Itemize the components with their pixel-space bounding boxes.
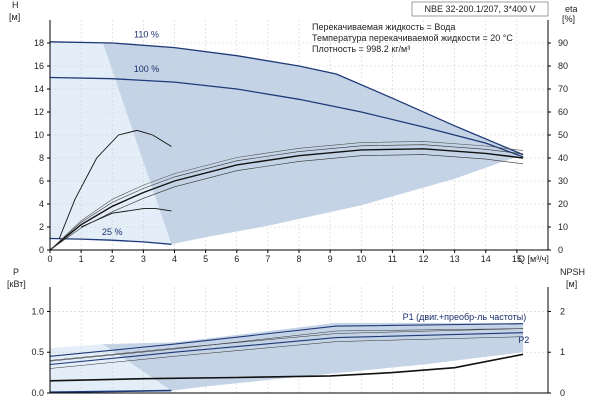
y2-tick-label: 30 — [558, 176, 568, 186]
x-tick-label: 3 — [141, 254, 146, 264]
series-line — [49, 353, 524, 382]
y2-tick-label: 50 — [558, 130, 568, 140]
y2-tick-label: 40 — [558, 153, 568, 163]
npsh-tick-label: 2 — [560, 306, 565, 316]
y2-tick-label: 20 — [558, 199, 568, 209]
y-tick-label: 8 — [39, 153, 44, 163]
y-axis-unit: [м] — [9, 12, 20, 22]
info-line-3: Плотность = 998.2 кг/м³ — [312, 44, 410, 54]
x-tick-label: 2 — [110, 254, 115, 264]
x-tick-label: 11 — [388, 254, 397, 264]
x-axis-title: Q [м³/ч] — [518, 254, 549, 264]
power-variant-line — [49, 328, 524, 362]
series-line — [49, 148, 524, 251]
npsh-axis-title: NPSH — [560, 267, 585, 277]
top-series-group: 110 % 100 % 25 % — [49, 29, 524, 251]
y-tick-label: 18 — [34, 38, 44, 48]
bottom-axes: 0.0 0.5 1.0 0 1 2 — [31, 287, 565, 398]
x-tick-label: 4 — [172, 254, 177, 264]
p-tick-label: 0.5 — [31, 347, 44, 357]
x-tick-label: 9 — [328, 254, 333, 264]
title-box — [411, 1, 549, 17]
series-line — [49, 332, 524, 366]
npsh-axis-unit: [м] — [566, 279, 577, 289]
chart-title: NBE 32-200.1/207, 3*400 V — [424, 4, 535, 14]
x-tick-label: 13 — [450, 254, 460, 264]
y2-tick-label: 90 — [558, 38, 568, 48]
p-axis-unit: [кВт] — [7, 279, 26, 289]
curve-label: 110 % — [134, 29, 159, 39]
y2-tick-label: 80 — [558, 61, 568, 71]
y-tick-label: 14 — [34, 84, 44, 94]
operating-area — [102, 322, 524, 391]
series-line — [49, 41, 524, 156]
npsh-tick-label: 0 — [560, 388, 565, 398]
curve-label: 25 % — [102, 227, 123, 237]
y-tick-label: 16 — [34, 61, 44, 71]
x-tick-label: 14 — [481, 254, 491, 264]
bottom-series-group: P1 (двиг.+преобр-ль частоты) P2 — [49, 312, 529, 393]
y-axis-title: H — [12, 0, 19, 10]
efficiency-variant-line — [49, 141, 524, 251]
curve-label: 100 % — [134, 64, 160, 74]
x-tick-label: 1 — [79, 254, 84, 264]
p2-label: P2 — [518, 335, 529, 345]
x-tick-label: 0 — [47, 254, 52, 264]
series-line — [58, 129, 172, 239]
series-line — [49, 323, 524, 357]
series-line — [49, 237, 172, 245]
x-tick-label: 5 — [203, 254, 208, 264]
info-line-1: Перекачиваемая жидкость = Вода — [312, 22, 455, 32]
series-line — [49, 76, 524, 158]
y-tick-label: 10 — [34, 130, 44, 140]
y-tick-label: 0 — [39, 245, 44, 255]
series-line — [49, 389, 172, 393]
x-tick-label: 10 — [356, 254, 366, 264]
y-tick-label: 12 — [34, 107, 44, 117]
p-tick-label: 0.0 — [31, 388, 44, 398]
y2-axis-title: eta — [565, 4, 578, 14]
y2-tick-label: 60 — [558, 107, 568, 117]
x-tick-label: 6 — [234, 254, 239, 264]
y-tick-label: 2 — [39, 222, 44, 232]
y-tick-label: 4 — [39, 199, 44, 209]
x-tick-label: 7 — [265, 254, 270, 264]
x-tick-label: 8 — [296, 254, 301, 264]
x-tick-label: 15 — [512, 254, 522, 264]
series-line — [80, 208, 172, 228]
operating-area — [102, 43, 524, 245]
info-line-2: Температура перекачиваемой жидкости = 20… — [312, 33, 513, 43]
y2-axis-unit: [%] — [562, 14, 575, 24]
y2-tick-label: 70 — [558, 84, 568, 94]
efficiency-variant-line — [49, 154, 524, 251]
y2-tick-label: 10 — [558, 222, 568, 232]
p-tick-label: 1.0 — [31, 306, 44, 316]
power-variant-line — [49, 336, 524, 369]
npsh-tick-label: 1 — [560, 347, 565, 357]
y-tick-label: 6 — [39, 176, 44, 186]
y2-tick-label: 0 — [558, 245, 563, 255]
power-variant-line — [49, 328, 524, 361]
x-tick-label: 12 — [418, 254, 428, 264]
p-axis-title: P — [13, 267, 19, 277]
p1-label: P1 (двиг.+преобр-ль частоты) — [403, 312, 527, 322]
efficiency-variant-line — [49, 144, 524, 251]
